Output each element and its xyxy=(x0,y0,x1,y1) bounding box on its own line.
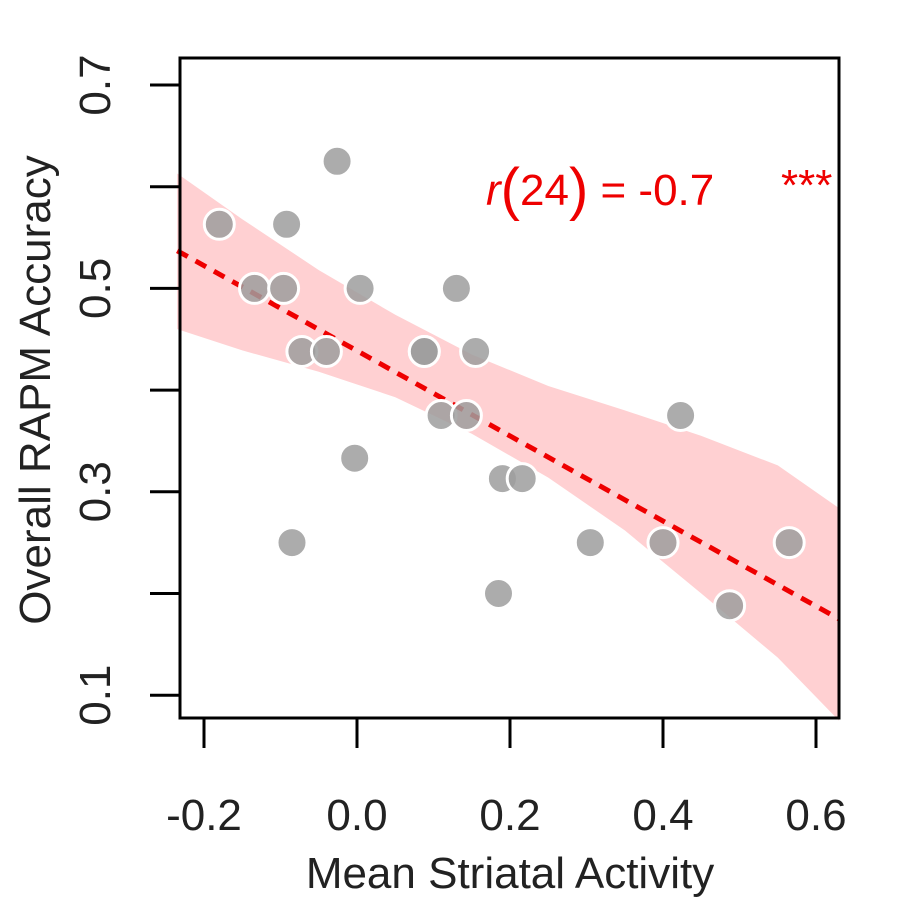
data-point-1 xyxy=(238,271,271,305)
points-layer xyxy=(202,144,806,623)
correlation-value: = -0.7 xyxy=(588,166,714,215)
data-point-2 xyxy=(270,207,304,241)
data-point-17 xyxy=(505,462,539,496)
close-paren: ) xyxy=(569,157,588,222)
data-point-21 xyxy=(664,399,698,432)
data-point-13 xyxy=(439,271,473,305)
data-point-5 xyxy=(275,526,309,560)
data-point-22 xyxy=(713,589,747,623)
data-point-7 xyxy=(320,144,354,178)
data-point-6 xyxy=(309,335,343,368)
confidence-band xyxy=(177,173,839,721)
data-point-14 xyxy=(449,399,483,432)
open-paren: ( xyxy=(501,157,520,222)
x-tick-label-0: -0.2 xyxy=(166,791,242,840)
x-tick-label-3: 0.4 xyxy=(632,791,693,840)
degrees-of-freedom: 24 xyxy=(520,166,569,215)
y-tick-label-2: 0.3 xyxy=(71,461,120,522)
y-tick-label-4: 0.5 xyxy=(71,258,120,319)
confidence-band-layer xyxy=(177,173,839,721)
x-axis-title: Mean Striatal Activity xyxy=(306,849,714,898)
data-point-20 xyxy=(646,526,680,560)
correlation-annotation: r(24) = -0.7 xyxy=(486,157,714,222)
x-tick-label-4: 0.6 xyxy=(785,791,846,840)
y-axis-title: Overall RAPM Accuracy xyxy=(11,155,60,624)
data-point-23 xyxy=(772,526,806,560)
y-axis: 0.1 0.3 0.5 0.7 xyxy=(71,54,180,726)
r-symbol: r xyxy=(486,166,503,215)
data-point-9 xyxy=(338,441,372,475)
data-point-8 xyxy=(343,271,377,305)
significance-stars: *** xyxy=(781,161,832,210)
data-point-15 xyxy=(459,335,493,368)
x-axis: -0.2 0.0 0.2 0.4 0.6 xyxy=(166,718,847,840)
x-tick-label-2: 0.2 xyxy=(479,791,540,840)
x-tick-label-1: 0.0 xyxy=(326,791,387,840)
data-point-18 xyxy=(482,577,515,610)
data-point-11 xyxy=(407,335,441,368)
data-point-19 xyxy=(573,526,607,560)
y-tick-label-6: 0.7 xyxy=(71,54,120,115)
data-point-3 xyxy=(267,271,301,305)
data-point-0 xyxy=(202,207,236,241)
regression-line xyxy=(176,248,841,622)
y-tick-label-0: 0.1 xyxy=(71,665,120,726)
fit-line-layer xyxy=(176,248,841,622)
